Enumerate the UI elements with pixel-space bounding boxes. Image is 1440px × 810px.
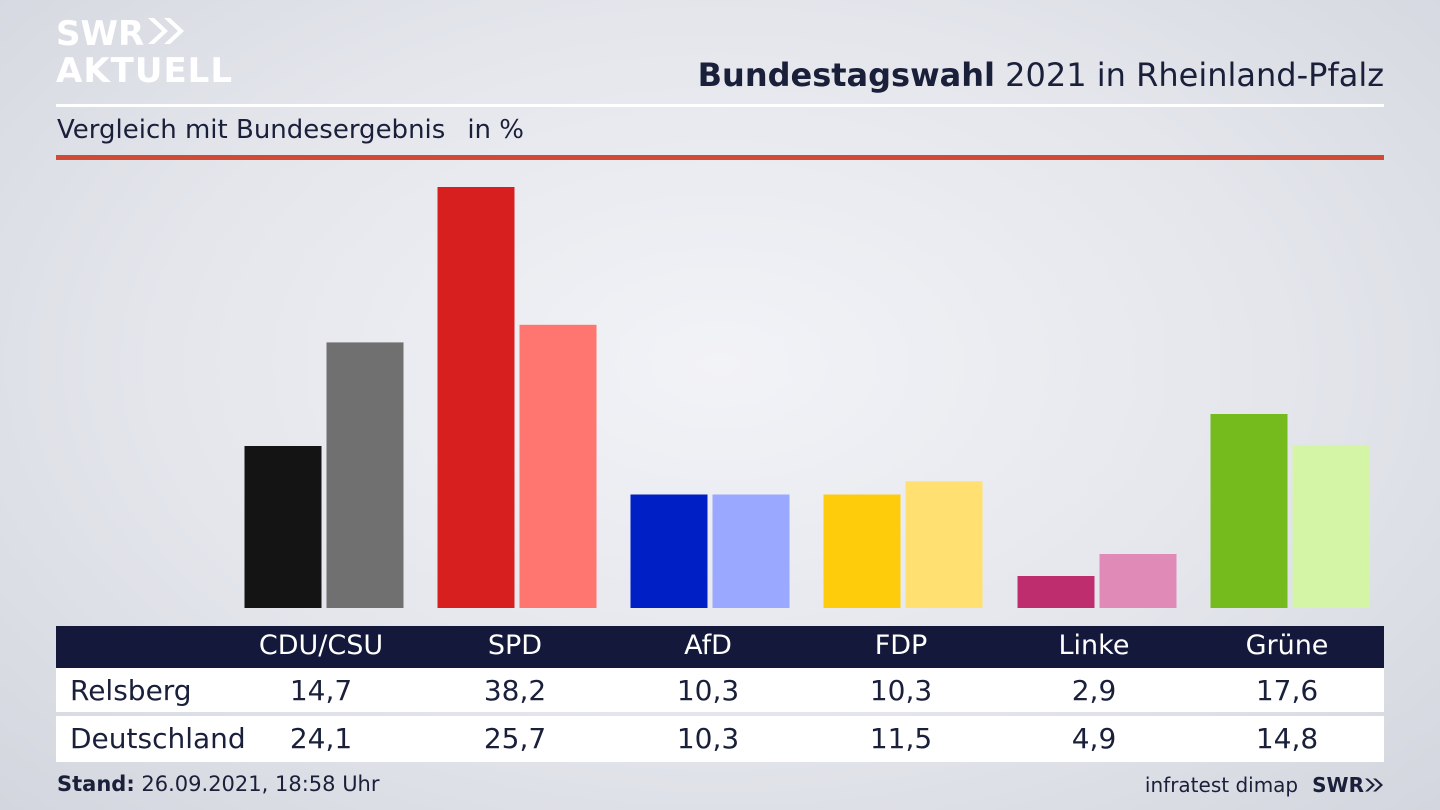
table-cell: 14,8 (1255, 722, 1319, 755)
stand-value: 26.09.2021, 18:58 Uhr (141, 772, 380, 796)
bar-cducsu-relsberg (244, 446, 322, 608)
bar-fdp-deutschland (905, 481, 983, 608)
bar-linke-deutschland (1099, 554, 1177, 608)
subtitle-text: Vergleich mit Bundesergebnis (57, 115, 446, 145)
table-cell: 17,6 (1255, 674, 1319, 707)
bar-grüne-deutschland (1292, 444, 1370, 608)
table-cell: 38,2 (483, 674, 547, 707)
bar-afd-deutschland (712, 494, 790, 608)
bar-spd-relsberg (437, 187, 515, 608)
table-row (56, 716, 1384, 762)
logo-line2: AKTUELL (56, 51, 234, 91)
footer-brand: SWR (1312, 773, 1364, 797)
bar-afd-relsberg (630, 494, 708, 608)
bar-linke-relsberg (1017, 576, 1095, 608)
title-bold: Bundestagswahl (697, 56, 995, 94)
table-cell: 25,7 (483, 722, 547, 755)
table-cell: 10,3 (676, 722, 740, 755)
table-cell: 14,7 (289, 674, 353, 707)
chart-subtitle: Vergleich mit Bundesergebnis in % (57, 115, 524, 145)
column-header: Grüne (1245, 630, 1329, 661)
page-title: Bundestagswahl 2021 in Rheinland-Pfalz (698, 56, 1384, 94)
column-header: Linke (1058, 630, 1130, 661)
bar-spd-deutschland (519, 324, 597, 608)
table-cell: 4,9 (1071, 722, 1117, 755)
stand-label: Stand: (57, 772, 135, 796)
title-rest: 2021 in Rheinland-Pfalz (1005, 56, 1384, 94)
table-row (56, 668, 1384, 712)
swr-aktuell-logo: SWR AKTUELL (56, 16, 233, 88)
column-header: FDP (874, 630, 928, 661)
timestamp: Stand: 26.09.2021, 18:58 Uhr (57, 772, 380, 796)
title-divider (56, 104, 1384, 107)
row-label-relsberg: Relsberg (70, 674, 192, 707)
double-chevron-icon (146, 16, 186, 52)
subtitle-unit: in % (467, 115, 524, 145)
double-chevron-icon (1365, 778, 1383, 792)
source-text: infratest dimap (1144, 773, 1299, 797)
table-cell: 2,9 (1071, 674, 1117, 707)
table-header (56, 626, 1384, 668)
logo-line1: SWR (56, 14, 145, 54)
column-header: AfD (684, 630, 732, 661)
table-cell: 24,1 (289, 722, 353, 755)
bar-cducsu-deutschland (326, 342, 404, 608)
accent-divider (56, 155, 1384, 160)
column-header: SPD (487, 630, 543, 661)
table-cell: 11,5 (869, 722, 933, 755)
table-cell: 10,3 (676, 674, 740, 707)
bar-fdp-relsberg (823, 494, 901, 608)
bar-grüne-relsberg (1210, 414, 1288, 608)
source-credit: infratest dimap SWR (1145, 773, 1384, 797)
column-header: CDU/CSU (258, 630, 384, 661)
table-cell: 10,3 (869, 674, 933, 707)
footer-swr-logo: SWR (1312, 773, 1384, 797)
row-label-deutschland: Deutschland (70, 722, 246, 755)
